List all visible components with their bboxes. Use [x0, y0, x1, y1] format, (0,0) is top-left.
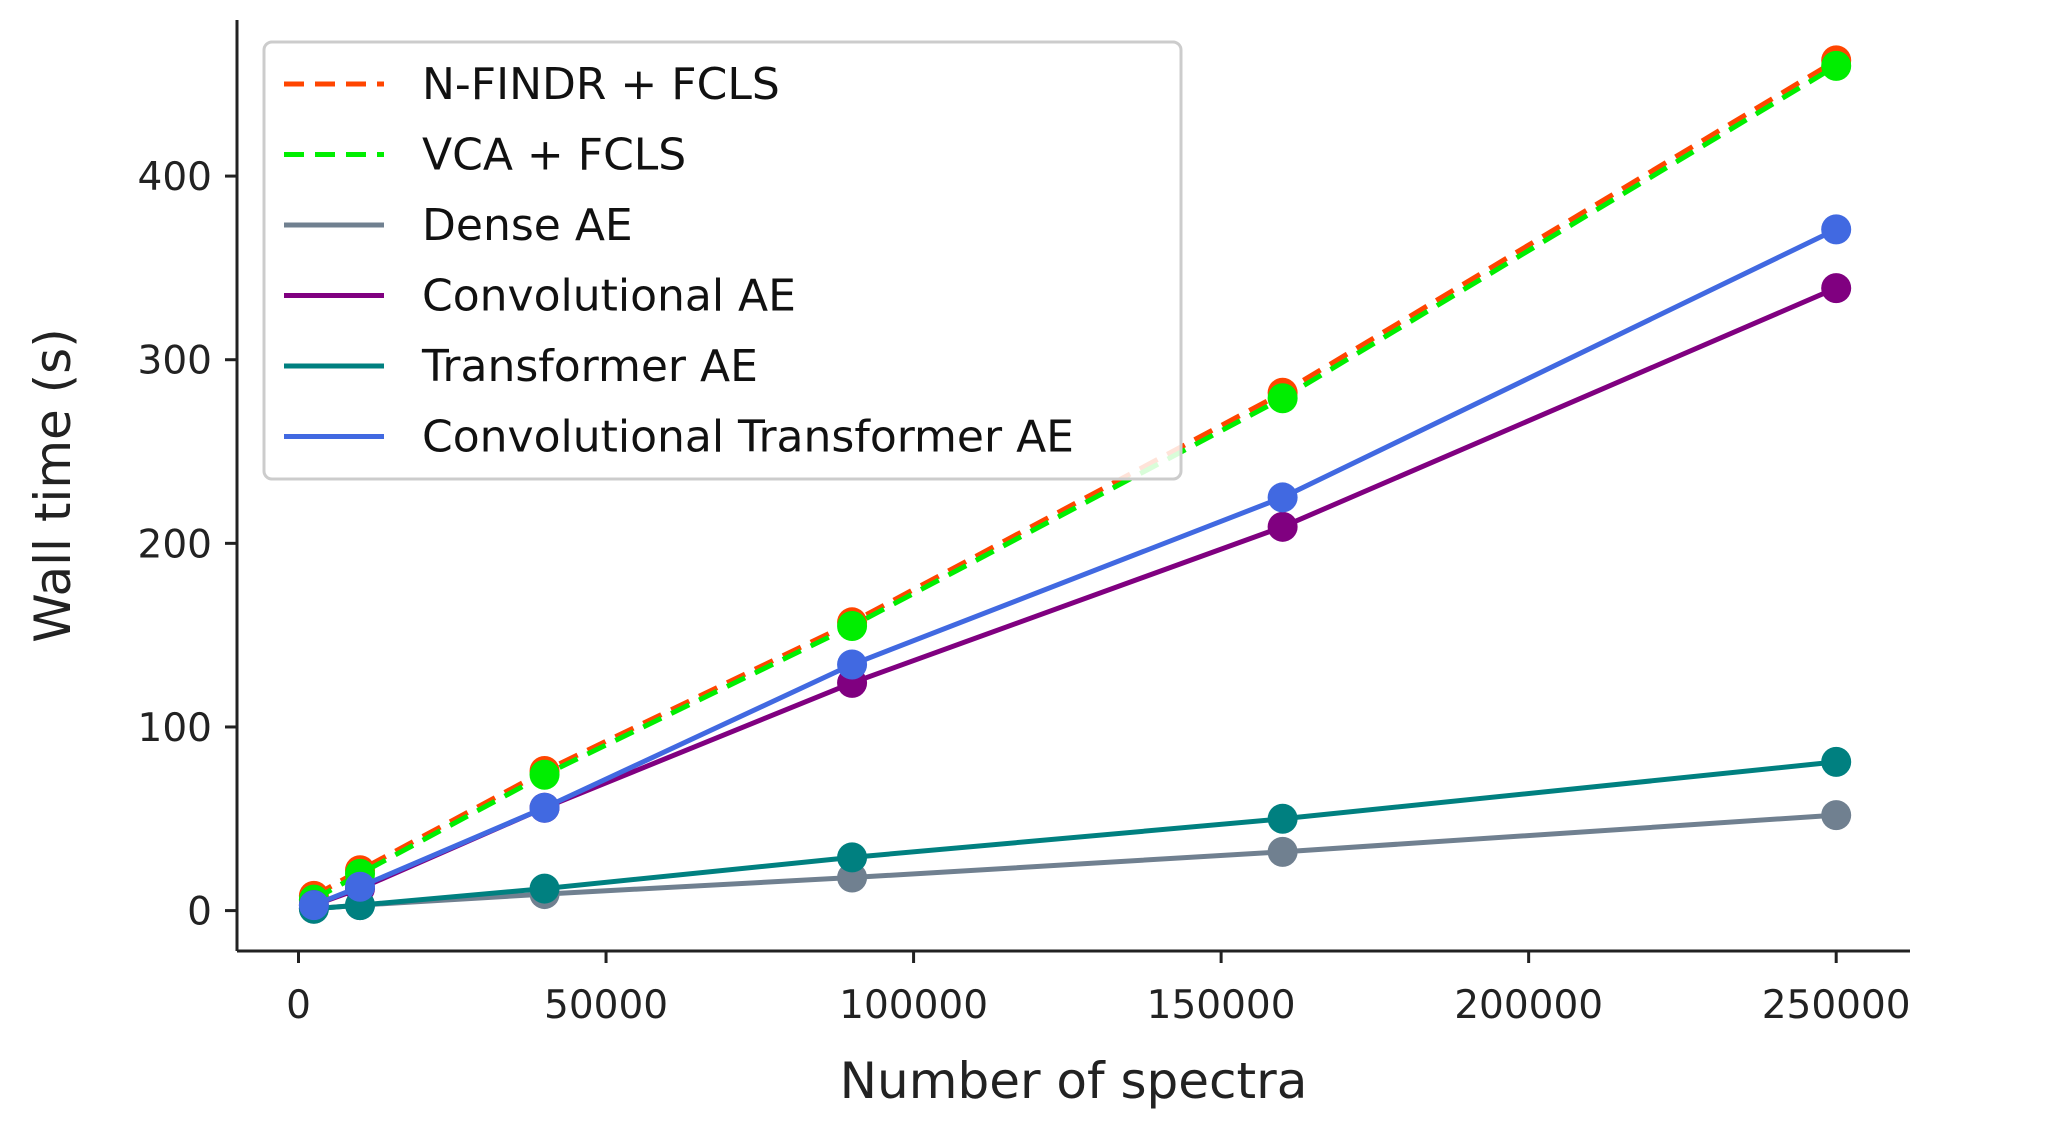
data-point [298, 890, 329, 921]
legend-label: VCA + FCLS [422, 130, 686, 181]
data-point [1267, 836, 1298, 867]
data-point [1267, 482, 1298, 513]
y-ticks: 0 100 200 300 400 [138, 155, 237, 935]
x-tick-label: 100000 [839, 983, 988, 1028]
x-tick-label: 50000 [544, 983, 668, 1028]
y-tick-label: 100 [138, 706, 212, 751]
legend-label: Convolutional Transformer AE [422, 412, 1074, 463]
data-point [837, 610, 868, 641]
y-tick-label: 200 [138, 522, 212, 567]
x-axis-label: Number of spectra [840, 1052, 1308, 1110]
y-tick-label: 400 [138, 155, 212, 200]
data-point [1821, 214, 1852, 245]
legend-label: N-FINDR + FCLS [422, 59, 780, 110]
data-point [529, 873, 560, 904]
legend-entry: VCA + FCLS [284, 130, 686, 181]
legend: N-FINDR + FCLS VCA + FCLS Dense AE Convolut… [262, 40, 1183, 481]
data-point [1821, 50, 1852, 81]
legend-label: Convolutional AE [422, 271, 796, 322]
series-2 [298, 800, 1852, 924]
data-point [837, 649, 868, 680]
data-point [1267, 803, 1298, 834]
data-point [1821, 273, 1852, 304]
x-ticks: 0 50000 100000 150000 200000 250000 [286, 951, 1911, 1028]
legend-label: Transformer AE [421, 341, 758, 392]
x-tick-label: 0 [286, 983, 311, 1028]
data-point [529, 759, 560, 790]
x-tick-label: 150000 [1147, 983, 1296, 1028]
y-axis-label: Wall time (s) [24, 328, 82, 642]
data-point [529, 792, 560, 823]
data-point [1267, 383, 1298, 414]
plot-area [298, 45, 1852, 924]
data-point [837, 842, 868, 873]
legend-label: Dense AE [422, 200, 633, 251]
x-tick-label: 200000 [1454, 983, 1603, 1028]
data-point [345, 871, 376, 902]
data-point [1821, 746, 1852, 777]
y-tick-label: 300 [138, 339, 212, 384]
legend-entry: N-FINDR + FCLS [284, 59, 780, 110]
x-tick-label: 250000 [1762, 983, 1911, 1028]
y-tick-label: 0 [187, 890, 212, 935]
legend-entry: Transformer AE [284, 341, 758, 392]
series-5 [298, 214, 1852, 921]
axes: 0 100 200 300 400 0 50000 100000 150000 200000 25… [138, 20, 1911, 1028]
legend-entry: Dense AE [284, 200, 633, 251]
data-point [1821, 800, 1852, 831]
data-point [1267, 511, 1298, 542]
legend-entry: Convolutional Transformer AE [284, 412, 1074, 463]
legend-box [262, 40, 1183, 481]
legend-entry: Convolutional AE [284, 271, 796, 322]
